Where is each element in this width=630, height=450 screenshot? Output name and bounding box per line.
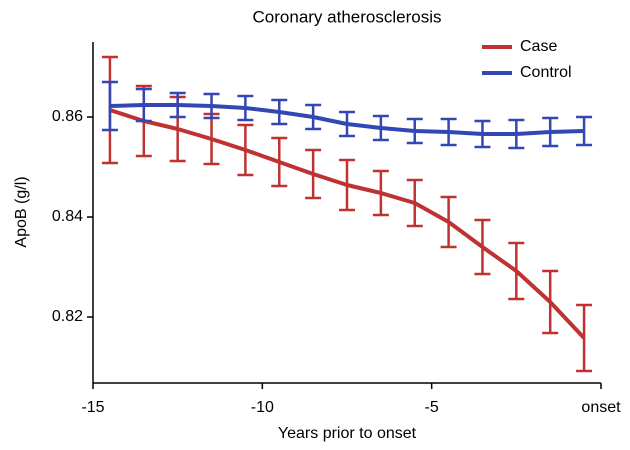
legend-label: Control bbox=[520, 64, 572, 81]
x-tick-label: -5 bbox=[425, 399, 439, 416]
x-tick-label: onset bbox=[581, 399, 621, 416]
y-tick-label: 0.82 bbox=[52, 308, 83, 325]
x-tick-label: -15 bbox=[81, 399, 104, 416]
y-tick-label: 0.86 bbox=[52, 108, 83, 125]
chart-title: Coronary atherosclerosis bbox=[253, 7, 442, 26]
legend-label: Case bbox=[520, 38, 557, 55]
y-axis-label: ApoB (g/l) bbox=[13, 176, 30, 247]
series-line bbox=[109, 103, 585, 136]
y-tick-label: 0.84 bbox=[52, 208, 83, 225]
x-tick-label: -10 bbox=[251, 399, 274, 416]
series-line bbox=[109, 108, 586, 340]
x-axis-label: Years prior to onset bbox=[278, 425, 417, 442]
